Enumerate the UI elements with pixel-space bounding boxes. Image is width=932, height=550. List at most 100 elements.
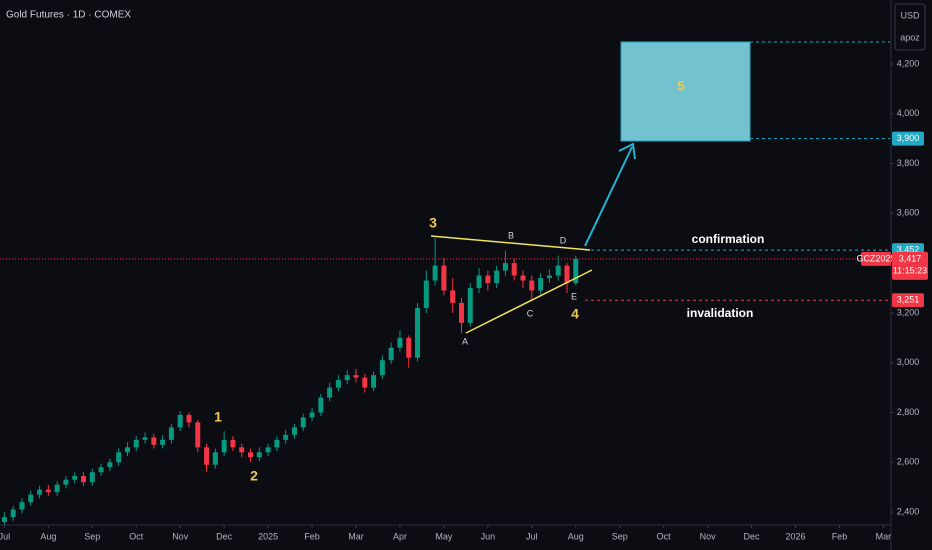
candle-body (195, 422, 201, 448)
level-tag-label: 3,251 (897, 295, 920, 305)
y-tick-label: 2,600 (897, 457, 920, 467)
candle-body (406, 337, 412, 358)
candle-body (204, 447, 210, 465)
candle-body (388, 347, 394, 361)
candle-body (274, 439, 280, 448)
x-tick-label: Feb (304, 531, 320, 541)
candle-body (502, 263, 508, 271)
candles (1, 238, 579, 526)
candle-body (1, 517, 7, 522)
candle-body (555, 265, 561, 276)
y-tick-label: 3,800 (897, 158, 920, 168)
candle-body (291, 427, 297, 435)
candle-body (538, 278, 544, 291)
candle-body (573, 258, 579, 284)
x-tick-label: Aug (40, 531, 56, 541)
countdown-label: 11:15:23 (893, 265, 927, 275)
y-tick-label: 4,200 (897, 58, 920, 68)
candle-body (177, 414, 183, 428)
candle-body (124, 447, 130, 453)
candle-body (142, 437, 148, 440)
last-price-tag (892, 251, 928, 280)
y-tick-label: 2,800 (897, 407, 920, 417)
wave-label: 1 (214, 409, 222, 425)
x-tick-label: Nov (700, 531, 717, 541)
candle-body (327, 387, 333, 398)
candle-body (230, 439, 236, 448)
arrow-head (618, 142, 636, 160)
candle-body (54, 484, 60, 493)
candle-body (186, 414, 192, 423)
x-tick-label: Dec (216, 531, 233, 541)
candle-body (248, 452, 254, 458)
levels (0, 138, 890, 301)
candle-body (476, 275, 482, 289)
candle-body (28, 494, 34, 503)
candle-body (564, 265, 570, 284)
y-tick-label: 3,200 (897, 307, 920, 317)
candle-body (221, 439, 227, 453)
point-label: B (508, 230, 514, 240)
candle-body (98, 467, 104, 473)
x-tick-label: Mar (876, 531, 892, 541)
candle-body (379, 360, 385, 376)
candle-body (151, 437, 157, 445)
y-tick-label: 3,000 (897, 357, 920, 367)
scale-label: apoz (900, 32, 920, 42)
level-tag (892, 293, 924, 308)
point-label: E (571, 291, 577, 301)
candle-body (283, 434, 289, 440)
last-price-label: 3,417 (899, 253, 922, 263)
candle-body (494, 270, 500, 284)
price-tags: 3,900 3,452 3,251 GCZ2025 3,417 11:15:23 (856, 131, 928, 308)
x-tick-label: Mar (348, 531, 364, 541)
x-tick-label: Apr (393, 531, 407, 541)
currency-button[interactable] (894, 3, 926, 51)
note: invalidation (687, 306, 754, 320)
note: confirmation (692, 232, 765, 246)
candle-body (458, 302, 464, 323)
y-tick-label: 4,000 (897, 108, 920, 118)
level-tag-label: 3,900 (897, 133, 920, 143)
candle-body (72, 475, 78, 480)
symbol-tag-label: GCZ2025 (856, 253, 895, 263)
candle-body (450, 290, 456, 303)
x-tick-label: Sep (612, 531, 628, 541)
candle-body (212, 452, 218, 465)
candle-body (344, 375, 350, 381)
candle-body (168, 427, 174, 440)
level-tag-label: 3,452 (897, 245, 920, 255)
candle-body (160, 439, 166, 445)
candle-body (546, 275, 552, 279)
arrow-shaft (584, 146, 633, 247)
candle-body (19, 502, 25, 510)
x-tick-label: May (435, 531, 453, 541)
candle-body (300, 417, 306, 428)
x-tick-label: Oct (657, 531, 672, 541)
triangle-upper (430, 235, 591, 251)
x-tick-label: Jun (481, 531, 496, 541)
candle-body (309, 412, 315, 418)
candle-body (485, 275, 491, 284)
point-label: D (560, 235, 567, 245)
triangle-lower (465, 269, 593, 334)
candle-body (81, 475, 87, 483)
wave-label: 5 (677, 78, 685, 94)
candle-body (256, 452, 262, 458)
candle-body (318, 397, 324, 413)
candle-body (467, 288, 473, 323)
x-tick-label: Jul (0, 531, 10, 541)
x-tick-label: Oct (129, 531, 144, 541)
x-tick-label: Sep (84, 531, 100, 541)
axis: 2,4002,6002,8003,0003,2003,4003,6003,800… (0, 58, 919, 541)
candle-body (441, 265, 447, 291)
candle-body (432, 265, 438, 281)
x-tick-label: Nov (172, 531, 189, 541)
candle-body (107, 462, 113, 468)
candle-body (37, 489, 43, 495)
candle-body (265, 447, 271, 453)
candle-body (63, 479, 69, 485)
